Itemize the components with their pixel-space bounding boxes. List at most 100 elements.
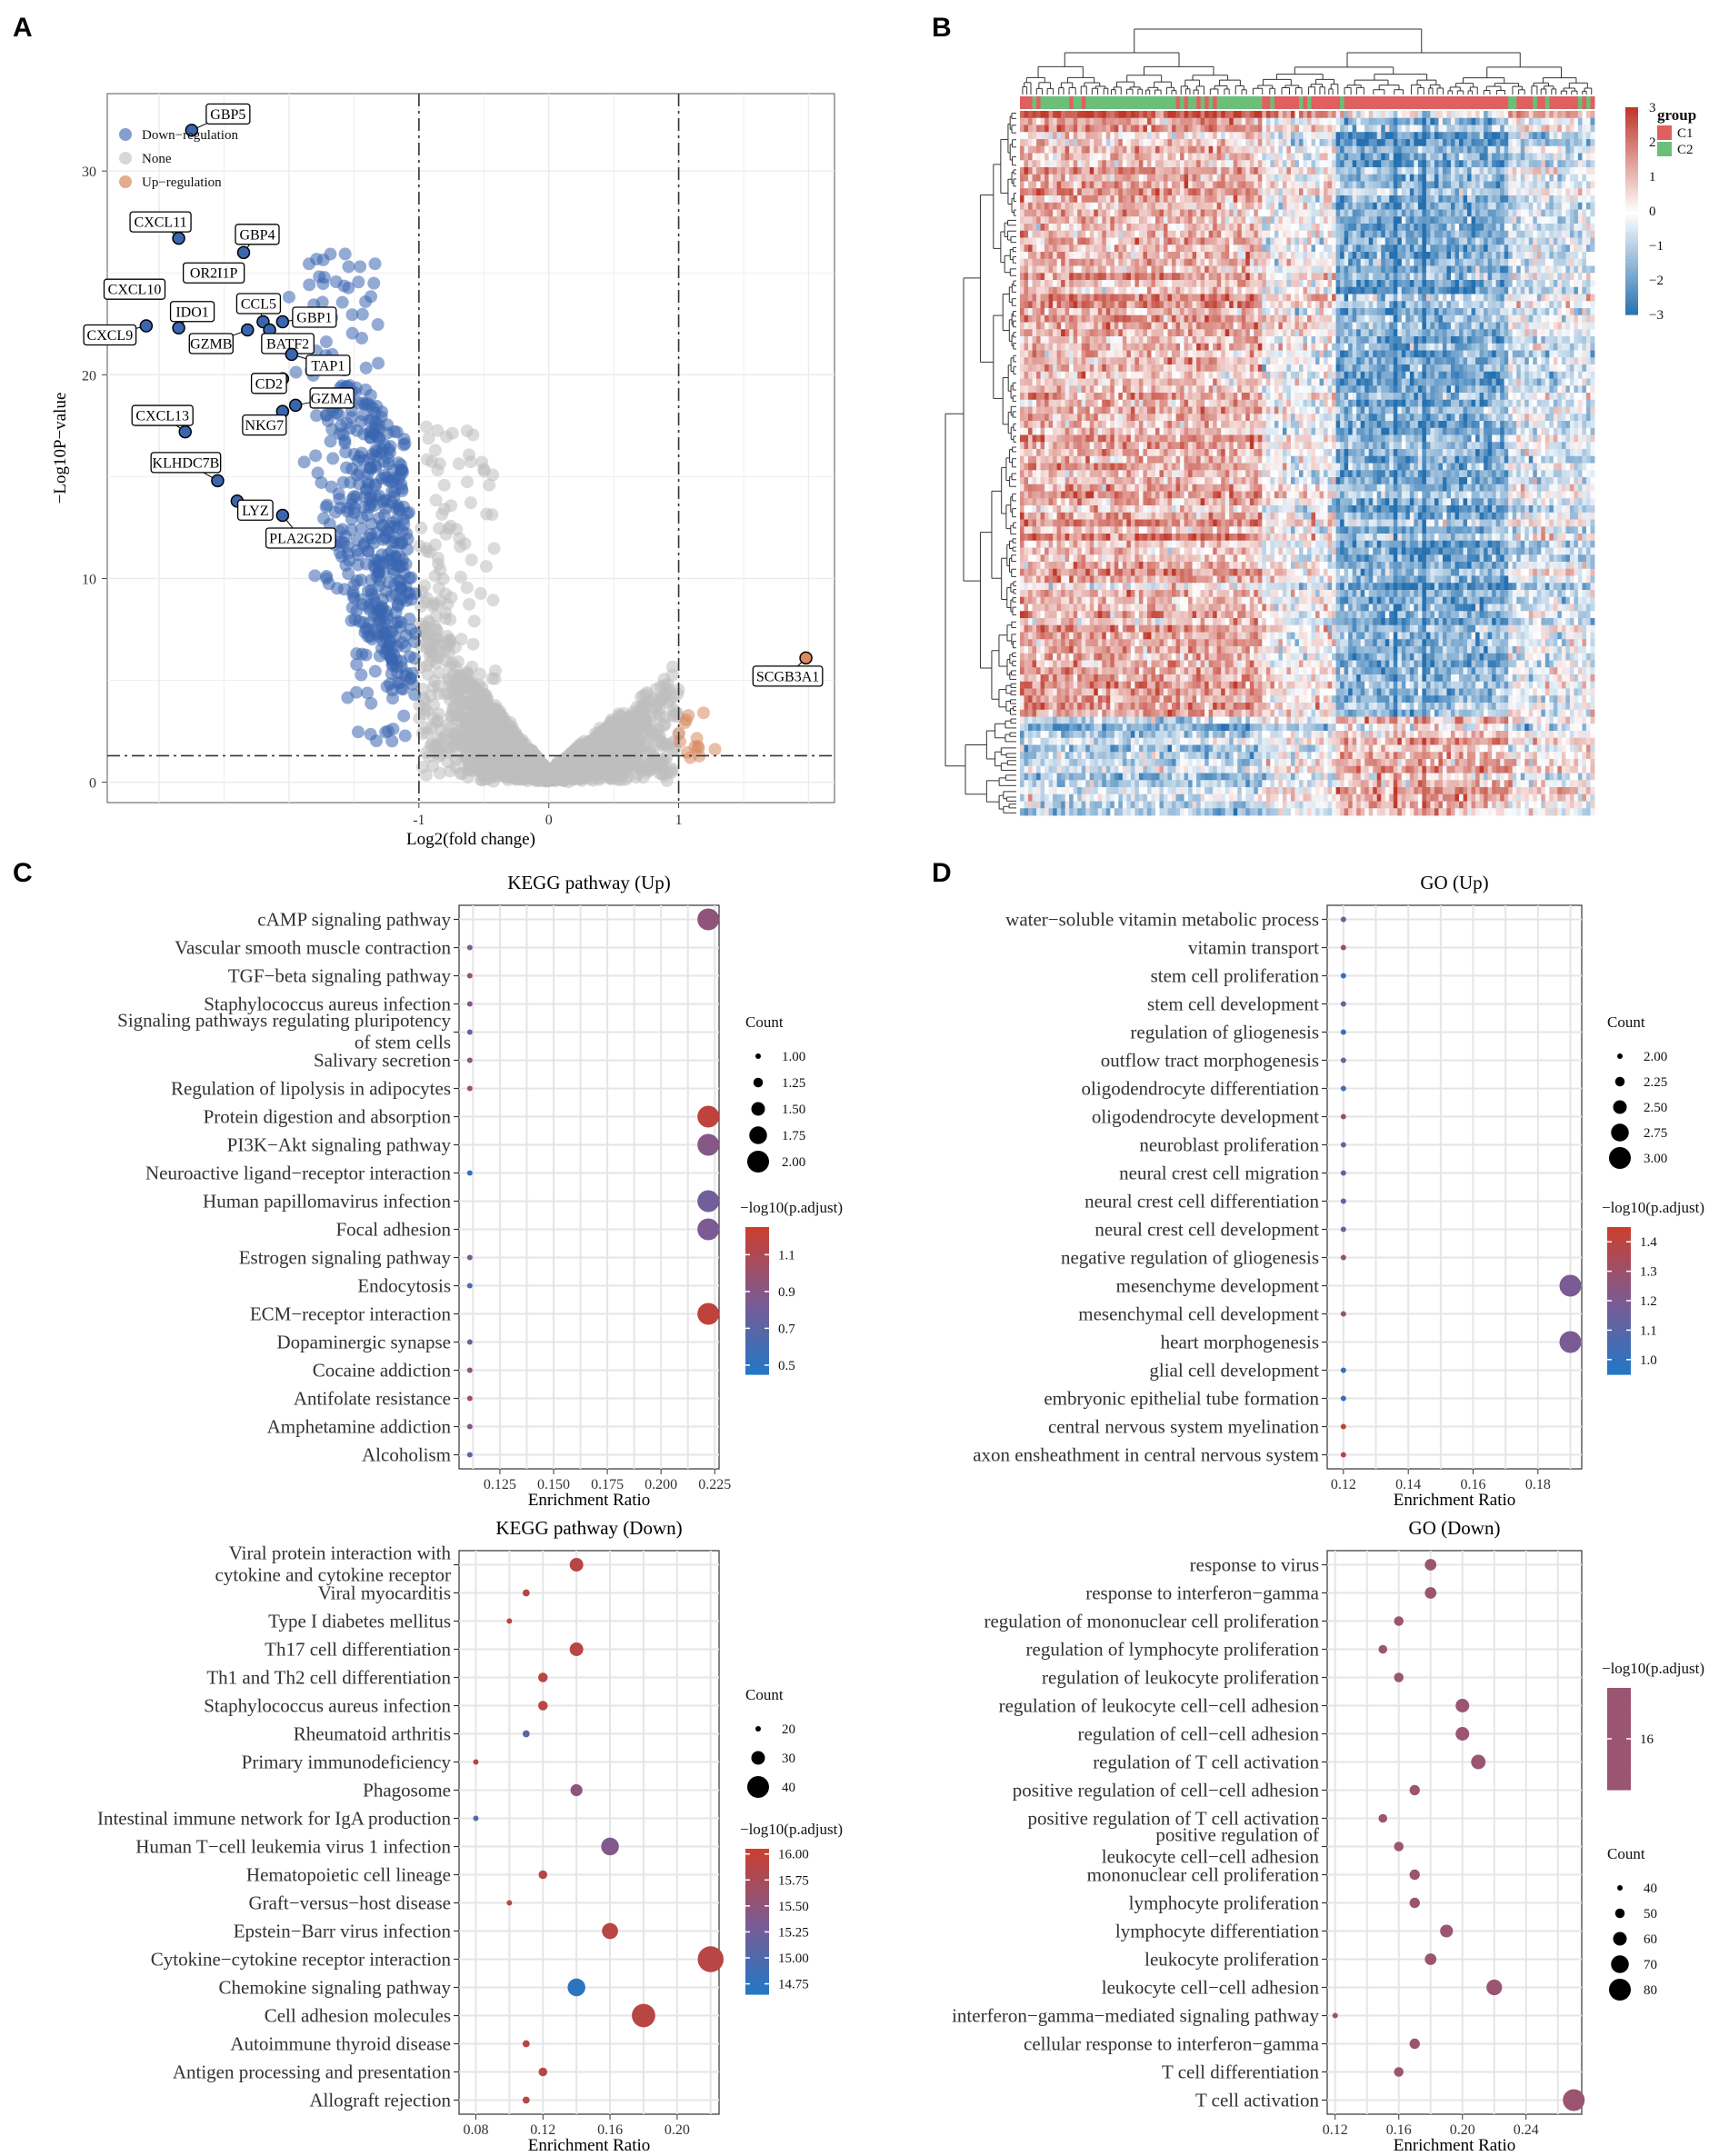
heatmap-cell (1056, 145, 1062, 154)
heatmap-cell (1463, 174, 1468, 182)
heatmap-cell (1307, 160, 1312, 168)
heatmap-cell (1512, 125, 1517, 133)
heatmap-cell (1384, 160, 1390, 168)
heatmap-cell (1536, 132, 1542, 140)
heatmap-cell (1274, 153, 1279, 161)
heatmap-cell (1204, 181, 1210, 189)
heatmap-cell (1064, 111, 1070, 119)
heatmap-cell (1516, 167, 1522, 175)
heatmap-cell (1484, 117, 1489, 125)
heatmap-cell (1175, 132, 1181, 140)
heatmap-cell (1073, 139, 1078, 147)
data-point (346, 589, 360, 603)
data-point (448, 727, 462, 741)
heatmap-cell (1463, 160, 1468, 168)
heatmap-cell (1085, 181, 1091, 189)
heatmap-cell (1557, 181, 1563, 189)
heatmap-cell (1348, 111, 1354, 119)
heatmap-cell (1040, 117, 1045, 125)
group-annotation-cell (1364, 96, 1370, 109)
heatmap-cell (1122, 153, 1127, 161)
data-point (465, 554, 478, 567)
heatmap-cell (1582, 174, 1587, 182)
heatmap-cell (1028, 139, 1033, 147)
heatmap-cell (1303, 125, 1308, 133)
heatmap-cell (1249, 181, 1254, 189)
heatmap-cell (1442, 167, 1447, 175)
heatmap-cell (1311, 160, 1316, 168)
heatmap-cell (1422, 117, 1427, 125)
heatmap-cell (1048, 167, 1054, 175)
heatmap-cell (1114, 167, 1119, 175)
heatmap-cell (1241, 167, 1246, 175)
heatmap-cell (1216, 125, 1222, 133)
heatmap-cell (1352, 139, 1357, 147)
labeled-point (172, 231, 185, 245)
heatmap-cell (1064, 160, 1070, 168)
heatmap-cell (1335, 117, 1341, 125)
heatmap-cell (1422, 167, 1427, 175)
data-point (359, 361, 373, 374)
heatmap-cell (1446, 117, 1452, 125)
heatmap-cell (1122, 160, 1127, 168)
heatmap-cell (1196, 132, 1202, 140)
heatmap-cell (1184, 167, 1189, 175)
group-annotation-cell (1286, 96, 1292, 109)
heatmap-cell (1442, 174, 1447, 182)
group-annotation-cell (1492, 96, 1497, 109)
group-annotation-cell (1561, 96, 1566, 109)
heatmap-cell (1459, 132, 1464, 140)
heatmap-cell (1061, 111, 1066, 119)
heatmap-cell (1138, 132, 1144, 140)
heatmap-cell (1393, 145, 1398, 154)
data-point (696, 706, 710, 720)
heatmap-cell (1569, 167, 1574, 175)
heatmap-cell (1582, 145, 1587, 154)
heatmap-cell (1114, 181, 1119, 189)
heatmap-cell (1417, 139, 1423, 147)
heatmap-cell (1192, 117, 1197, 125)
heatmap-cell (1574, 125, 1579, 133)
heatmap-cell (1376, 139, 1382, 147)
heatmap-cell (1167, 160, 1173, 168)
data-point (486, 774, 500, 788)
data-point (372, 512, 385, 525)
heatmap-cell (1020, 153, 1024, 161)
heatmap-cell (1254, 153, 1259, 161)
heatmap-cell (1146, 117, 1152, 125)
heatmap-cell (1327, 174, 1333, 182)
heatmap-cell (1430, 160, 1435, 168)
heatmap-cell (1467, 153, 1472, 161)
heatmap-cell (1130, 145, 1135, 154)
heatmap-cell (1397, 174, 1403, 182)
heatmap-cell (1032, 111, 1037, 119)
heatmap-cell (1495, 181, 1501, 189)
heatmap-cell (1335, 167, 1341, 175)
heatmap-cell (1237, 125, 1243, 133)
heatmap-cell (1454, 132, 1460, 140)
data-point (639, 714, 653, 727)
heatmap-cell (1130, 181, 1135, 189)
group-annotation-cell (1352, 96, 1357, 109)
heatmap-cell (1229, 117, 1234, 125)
heatmap-cell (1327, 125, 1333, 133)
heatmap-cell (1056, 111, 1062, 119)
heatmap-cell (1204, 139, 1210, 147)
heatmap-cell (1184, 181, 1189, 189)
heatmap-cell (1172, 153, 1176, 161)
heatmap-cell (1315, 139, 1320, 147)
heatmap-cell (1553, 132, 1558, 140)
y-tick-label: 30 (82, 165, 96, 180)
heatmap-cell (1175, 125, 1181, 133)
data-point (445, 426, 459, 440)
data-point (309, 449, 323, 463)
heatmap-cell (1134, 160, 1140, 168)
data-point (633, 737, 646, 751)
heatmap-cell (1500, 145, 1505, 154)
heatmap-cell (1143, 139, 1148, 147)
group-annotation-cell (1224, 96, 1230, 109)
heatmap-cell (1590, 167, 1595, 175)
heatmap-cell (1200, 125, 1205, 133)
heatmap-cell (1192, 111, 1197, 119)
heatmap-cell (1585, 139, 1591, 147)
